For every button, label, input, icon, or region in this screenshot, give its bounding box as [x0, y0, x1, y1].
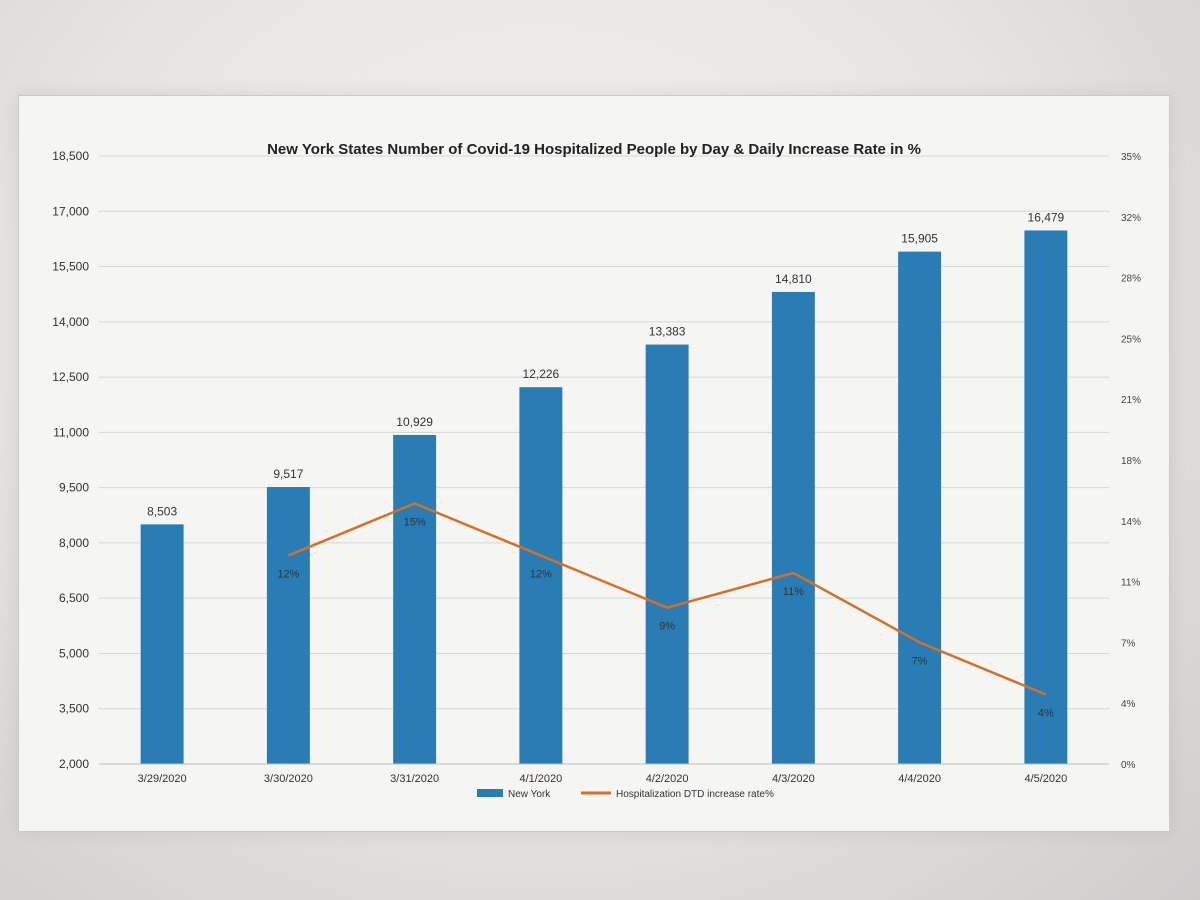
bar-data-label: 14,810 — [775, 272, 812, 286]
bar-data-label: 8,503 — [147, 504, 177, 518]
bar-series-new-york — [140, 230, 1068, 764]
y-left-tick-label: 12,500 — [52, 370, 89, 384]
y-left-tick-label: 15,500 — [52, 260, 89, 274]
y-left-tick-label: 3,500 — [59, 702, 89, 716]
legend-swatch-bar — [477, 789, 503, 797]
y-left-tick-label: 5,000 — [59, 646, 89, 660]
x-tick-label: 4/5/2020 — [1024, 773, 1067, 785]
chart-title: New York States Number of Covid-19 Hospi… — [267, 141, 921, 158]
y-right-tick-label: 35% — [1121, 152, 1141, 163]
y-left-tick-label: 11,000 — [53, 425, 89, 439]
line-data-label: 4% — [1038, 708, 1054, 720]
y-right-tick-label: 7% — [1121, 638, 1136, 649]
y-right-tick-label: 11% — [1121, 578, 1140, 589]
line-data-label: 12% — [530, 569, 552, 581]
x-tick-label: 4/4/2020 — [898, 773, 941, 785]
y-left-tick-label: 2,000 — [59, 757, 89, 771]
bar-data-label: 16,479 — [1028, 210, 1065, 224]
bar — [266, 487, 310, 764]
bar — [1024, 230, 1068, 764]
x-tick-label: 3/29/2020 — [138, 773, 187, 785]
combo-chart: 8,503 9,517 10,929 12,226 13,383 14,810 15,905… — [52, 141, 1141, 800]
x-tick-label: 3/30/2020 — [264, 773, 313, 785]
gridlines — [99, 155, 1109, 765]
bar — [645, 344, 689, 764]
bar — [898, 251, 942, 764]
y-right-tick-label: 32% — [1121, 213, 1141, 224]
y-right-tick-label: 18% — [1121, 456, 1141, 467]
bar-data-label: 10,929 — [396, 415, 433, 429]
y-left-tick-label: 8,000 — [59, 536, 89, 550]
y-left-tick-label: 14,000 — [52, 315, 89, 329]
line-data-label: 12% — [277, 569, 299, 581]
line-data-label: 11% — [783, 586, 804, 598]
y-left-tick-label: 17,000 — [52, 204, 89, 218]
line-data-label: 7% — [912, 655, 928, 667]
data-labels: 8,503 9,517 10,929 12,226 13,383 14,810 15,905… — [147, 210, 1064, 719]
bar — [140, 524, 184, 764]
y-left-tick-label: 6,500 — [59, 591, 89, 605]
x-tick-label: 4/1/2020 — [519, 773, 562, 785]
bar-data-label: 15,905 — [901, 232, 938, 246]
bar — [519, 387, 563, 764]
y-left-tick-label: 18,500 — [52, 149, 89, 163]
bar-data-label: 9,517 — [273, 467, 303, 481]
y-right-tick-label: 25% — [1121, 334, 1141, 345]
y-left-tick-label: 9,500 — [59, 481, 89, 495]
y-right-tick-label: 14% — [1121, 517, 1141, 528]
y-right-tick-label: 28% — [1121, 274, 1141, 285]
bar — [771, 291, 815, 764]
x-tick-label: 4/3/2020 — [772, 773, 815, 785]
y-right-tick-label: 0% — [1121, 760, 1136, 771]
line-data-label: 15% — [404, 516, 426, 528]
line-series-increase-rate — [287, 502, 1047, 696]
bar-data-label: 12,226 — [523, 367, 560, 381]
chart-area: 8,503 9,517 10,929 12,226 13,383 14,810 15,905… — [18, 95, 1170, 832]
bar-data-label: 13,383 — [649, 325, 686, 339]
y-right-tick-label: 4% — [1121, 699, 1136, 710]
line-data-label: 9% — [659, 621, 675, 633]
legend: New York Hospitalization DTD increase rat… — [477, 789, 774, 800]
x-tick-label: 4/2/2020 — [646, 773, 689, 785]
legend-label: Hospitalization DTD increase rate% — [616, 789, 774, 800]
bar — [393, 434, 437, 764]
x-tick-label: 3/31/2020 — [390, 773, 439, 785]
y-right-tick-label: 21% — [1121, 395, 1141, 406]
rate-line — [287, 502, 1047, 696]
axes: 2,000 3,500 5,000 6,500 8,000 9,500 11,000 12,5… — [52, 149, 1141, 785]
legend-label: New York — [508, 789, 551, 800]
